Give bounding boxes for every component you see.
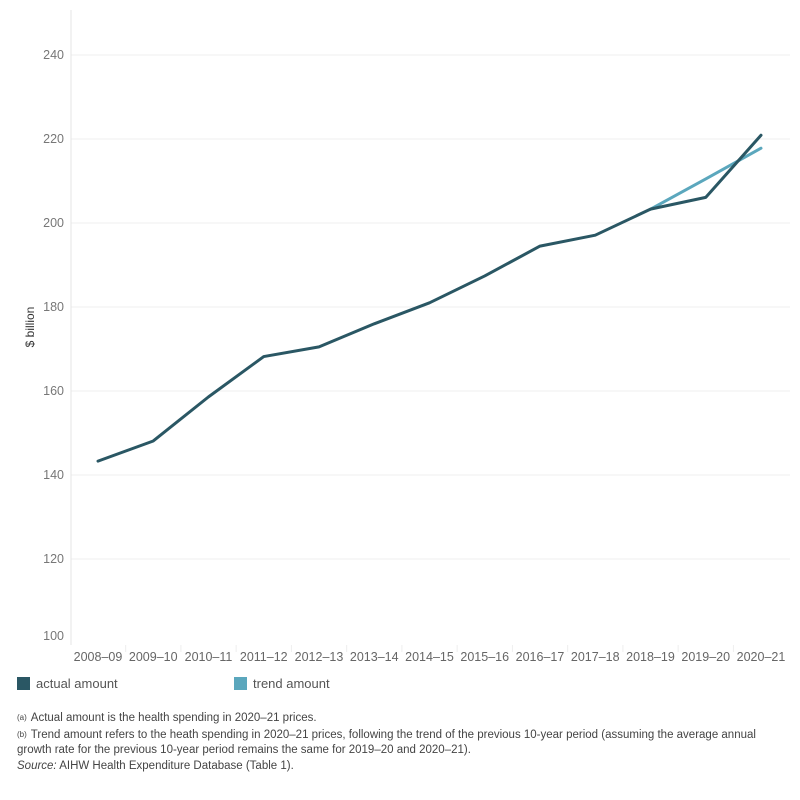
- footnotes: (a) Actual amount is the health spending …: [17, 710, 787, 774]
- x-tick-label: 2009–10: [129, 650, 178, 664]
- y-tick-label: 180: [43, 300, 64, 314]
- footnote-b: (b) Trend amount refers to the heath spen…: [17, 727, 787, 759]
- legend-item-trend[interactable]: trend amount: [234, 676, 330, 691]
- y-axis-title: $ billion: [23, 307, 37, 348]
- y-tick-label: 140: [43, 468, 64, 482]
- source-label: Source:: [17, 759, 57, 772]
- legend-swatch-trend: [234, 677, 247, 690]
- x-tick-label: 2020–21: [737, 650, 786, 664]
- y-tick-label: 220: [43, 132, 64, 146]
- x-tick-label: 2010–11: [185, 650, 233, 664]
- footnote-b-text: Trend amount refers to the heath spendin…: [17, 728, 756, 757]
- series-line-trend: [649, 146, 763, 211]
- footnote-b-marker: (b): [17, 729, 27, 739]
- x-tick-label: 2012–13: [295, 650, 344, 664]
- y-tick-label: 160: [43, 384, 64, 398]
- footnote-a: (a) Actual amount is the health spending …: [17, 710, 787, 727]
- footnote-a-marker: (a): [17, 713, 27, 722]
- y-tick-label: 200: [43, 216, 64, 230]
- line-chart: 100 120 140 160 180 200 220 240 $ billion 2008–09…: [23, 10, 790, 664]
- x-tick-label: 2014–15: [405, 650, 454, 664]
- x-tick-label: 2016–17: [516, 650, 565, 664]
- footnote-a-text: Actual amount is the health spending in …: [30, 712, 317, 724]
- legend-label-trend: trend amount: [253, 676, 330, 691]
- source-note: Source: AIHW Health Expenditure Database…: [17, 759, 787, 775]
- source-text: AIHW Health Expenditure Database (Table …: [59, 759, 294, 772]
- legend-label-actual: actual amount: [36, 676, 118, 691]
- y-tick-label: 120: [43, 552, 64, 566]
- y-tick-label: 100: [43, 629, 64, 643]
- legend-item-actual[interactable]: actual amount: [17, 676, 118, 691]
- x-tick-label: 2019–20: [681, 650, 730, 664]
- x-tick-label: 2008–09: [74, 650, 123, 664]
- series-line-actual: [96, 133, 763, 463]
- x-tick-label: 2017–18: [571, 650, 620, 664]
- x-tick-label: 2013–14: [350, 650, 399, 664]
- legend-swatch-actual: [17, 677, 30, 690]
- y-tick-label: 240: [43, 48, 64, 62]
- x-tick-label: 2018–19: [626, 650, 675, 664]
- x-tick-label: 2015–16: [460, 650, 509, 664]
- x-tick-label: 2011–12: [240, 650, 288, 664]
